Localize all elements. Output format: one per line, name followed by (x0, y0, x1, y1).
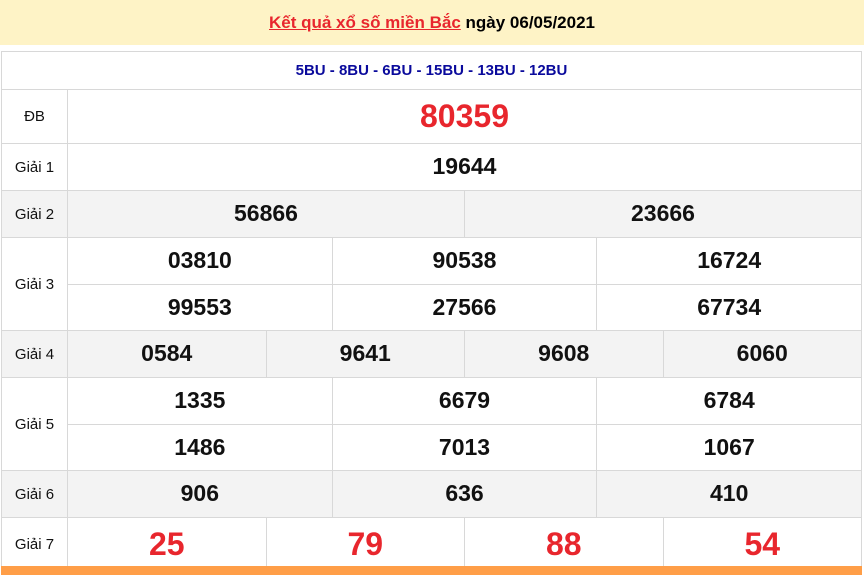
prize-number: 410 (596, 471, 861, 517)
prize-number: 636 (331, 471, 597, 517)
prize-number: 54 (662, 518, 862, 571)
prize-number: 1486 (174, 434, 226, 460)
prize-number: 6784 (596, 378, 861, 424)
prize-row: Giải 5 1335 6679 6784 1486 7013 1067 (2, 378, 861, 471)
prize-number: 25 (148, 526, 185, 562)
prize-row: Giải 3 03810 90538 16724 99553 27566 67734 (2, 238, 861, 331)
prize-number: 9641 (265, 331, 465, 377)
prize-number: 0584 (141, 340, 193, 366)
prize-number: 6679 (331, 378, 597, 424)
prize-number: 7013 (331, 425, 597, 470)
results-header: Kết quả xổ số miền Bắc ngày 06/05/2021 (0, 0, 864, 45)
prize-row: Giải 6 906 636 410 (2, 471, 861, 518)
prize-number: 6060 (662, 331, 862, 377)
results-table: 5BU - 8BU - 6BU - 15BU - 13BU - 12BU ĐB 8… (1, 51, 862, 572)
prize-row: Giải 7 25 79 88 54 (2, 518, 861, 572)
prize-number: 23666 (464, 191, 861, 237)
prize-number: 16724 (596, 238, 861, 284)
special-codes: 5BU - 8BU - 6BU - 15BU - 13BU - 12BU (2, 52, 861, 90)
prize-label: Giải 3 (2, 238, 68, 330)
prize-number: 80359 (420, 98, 509, 134)
prize-label: Giải 1 (2, 144, 68, 190)
prize-row: Giải 1 19644 (2, 144, 861, 191)
prize-number: 67734 (596, 285, 861, 330)
prize-number: 9608 (464, 331, 663, 377)
prize-label: Giải 5 (2, 378, 68, 470)
prize-number: 56866 (234, 200, 298, 226)
prize-label: ĐB (2, 90, 68, 143)
prize-number: 03810 (167, 247, 232, 273)
prize-number: 1067 (596, 425, 861, 470)
prize-row: Giải 4 0584 9641 9608 6060 (2, 331, 861, 378)
results-title-link[interactable]: Kết quả xổ số miền Bắc (269, 13, 461, 32)
prize-number: 88 (464, 518, 663, 571)
prize-number: 19644 (432, 153, 497, 179)
prize-number: 90538 (331, 238, 597, 284)
prize-row: Giải 2 56866 23666 (2, 191, 861, 238)
prize-number: 906 (180, 480, 220, 506)
prize-row: ĐB 80359 (2, 90, 861, 144)
prize-label: Giải 2 (2, 191, 68, 237)
prize-number: 1335 (174, 387, 226, 413)
prize-number: 99553 (167, 294, 232, 320)
prize-number: 27566 (331, 285, 597, 330)
prize-label: Giải 4 (2, 331, 68, 377)
prize-label: Giải 7 (2, 518, 68, 571)
prize-number: 79 (265, 518, 465, 571)
footer-bar (1, 566, 862, 575)
results-date: ngày 06/05/2021 (460, 13, 596, 32)
prize-label: Giải 6 (2, 471, 68, 517)
